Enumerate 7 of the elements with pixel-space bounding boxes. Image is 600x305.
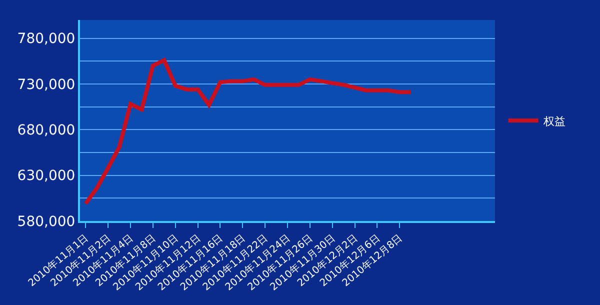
y-tick-label: 780,000 <box>17 31 76 48</box>
line-series <box>84 58 413 206</box>
legend-label: 权益 <box>542 114 566 128</box>
y-tick-label: 630,000 <box>17 168 76 184</box>
y-tick-label: 580,000 <box>17 214 76 230</box>
y-tick-label: 730,000 <box>17 76 76 93</box>
y-tick-label: 680,000 <box>17 122 76 139</box>
